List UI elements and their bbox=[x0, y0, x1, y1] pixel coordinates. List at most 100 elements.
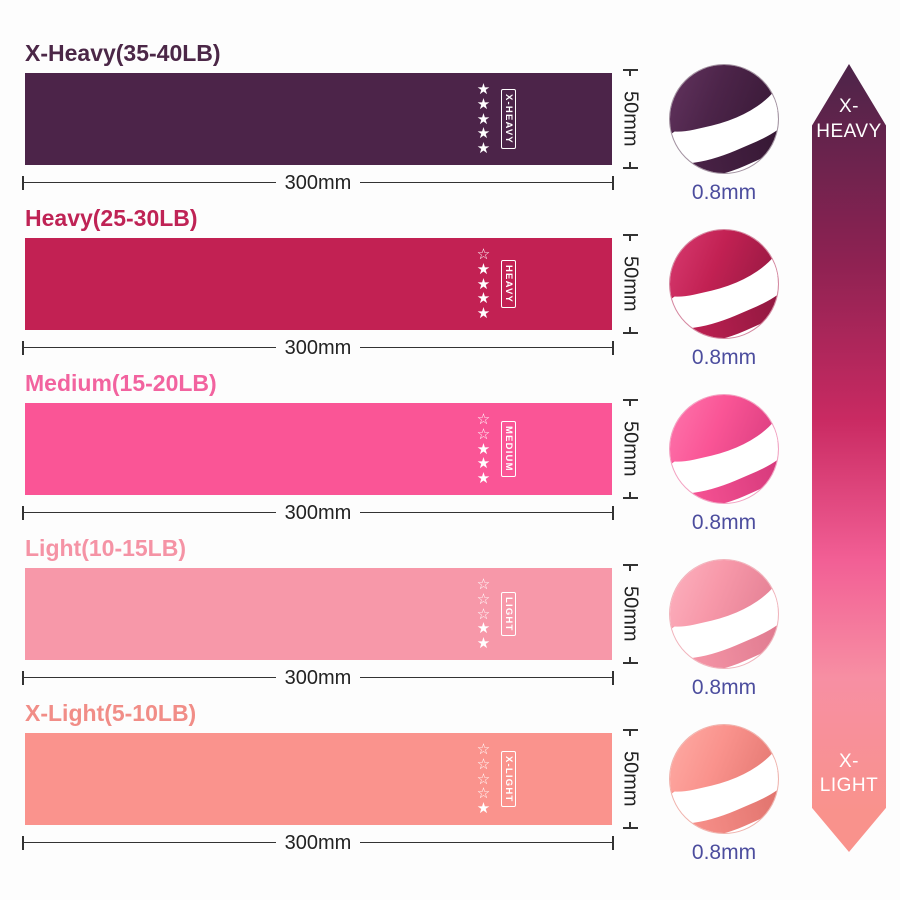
band-name-tag: LIGHT bbox=[501, 591, 516, 637]
band-title: Heavy(25-30LB) bbox=[25, 205, 198, 231]
width-dimension: 300mm bbox=[22, 171, 615, 194]
level-arrow: X-HEAVY X-LIGHT bbox=[812, 64, 886, 852]
height-label: 50mm bbox=[619, 91, 642, 147]
tick-mark bbox=[622, 167, 638, 169]
tick-mark bbox=[612, 175, 615, 190]
tick-mark bbox=[22, 670, 24, 685]
height-label: 50mm bbox=[619, 421, 642, 477]
tick-stem bbox=[629, 162, 631, 167]
tick-mark bbox=[622, 332, 638, 334]
star-rating: ☆☆☆★★ bbox=[476, 575, 491, 653]
tick-stem bbox=[629, 822, 631, 827]
tick-stem bbox=[629, 492, 631, 497]
tick-mark bbox=[622, 234, 638, 236]
band-fold-closeup bbox=[669, 229, 779, 339]
width-label: 300mm bbox=[284, 831, 352, 854]
band-name-tag: MEDIUM bbox=[501, 421, 516, 477]
thickness-label: 0.8mm bbox=[691, 676, 757, 699]
thickness-label: 0.8mm bbox=[691, 181, 757, 204]
tick-mark bbox=[622, 662, 638, 664]
band-name-tag: X-LIGHT bbox=[501, 750, 516, 808]
band-title: Medium(15-20LB) bbox=[25, 370, 217, 396]
tick-mark bbox=[622, 827, 638, 829]
dimension-line bbox=[24, 346, 276, 349]
tick-mark bbox=[612, 670, 615, 685]
width-dimension: 300mm bbox=[22, 336, 615, 359]
resistance-band-bar: ★★★★★ X-HEAVY bbox=[25, 73, 612, 165]
arrow-bottom-label: X-LIGHT bbox=[819, 750, 879, 797]
tick-stem bbox=[629, 236, 631, 241]
band-title: X-Heavy(35-40LB) bbox=[25, 40, 221, 66]
tick-mark bbox=[622, 729, 638, 731]
tick-mark bbox=[22, 175, 24, 190]
tick-stem bbox=[629, 327, 631, 332]
tick-mark bbox=[22, 835, 24, 850]
width-label: 300mm bbox=[284, 336, 352, 359]
band-fold-closeup bbox=[669, 64, 779, 174]
tick-mark bbox=[622, 564, 638, 566]
star-rating: ☆☆★★★ bbox=[476, 410, 491, 488]
thickness-label: 0.8mm bbox=[691, 511, 757, 534]
dimension-line bbox=[360, 676, 613, 679]
tick-mark bbox=[622, 69, 638, 71]
height-dimension: 50mm bbox=[619, 69, 642, 169]
thickness-label: 0.8mm bbox=[691, 346, 757, 369]
dimension-line bbox=[24, 676, 276, 679]
band-name-tag: HEAVY bbox=[501, 259, 516, 309]
dimension-line bbox=[24, 511, 276, 514]
band-marking: ☆☆★★★ MEDIUM bbox=[474, 403, 516, 495]
dimension-line bbox=[360, 346, 613, 349]
width-label: 300mm bbox=[284, 501, 352, 524]
tick-stem bbox=[629, 71, 631, 76]
tick-stem bbox=[629, 657, 631, 662]
dimension-line bbox=[24, 841, 276, 844]
tick-mark bbox=[22, 505, 24, 520]
height-dimension: 50mm bbox=[619, 234, 642, 334]
band-title: Light(10-15LB) bbox=[25, 535, 186, 561]
band-marking: ☆☆☆☆★ X-LIGHT bbox=[474, 733, 516, 825]
thickness-label: 0.8mm bbox=[691, 841, 757, 864]
resistance-band-bar: ☆★★★★ HEAVY bbox=[25, 238, 612, 330]
tick-mark bbox=[622, 399, 638, 401]
band-marking: ☆☆☆★★ LIGHT bbox=[474, 568, 516, 660]
star-rating: ☆☆☆☆★ bbox=[476, 740, 491, 818]
resistance-band-bar: ☆☆☆★★ LIGHT bbox=[25, 568, 612, 660]
arrow-top-label: X-HEAVY bbox=[816, 96, 882, 142]
tick-mark bbox=[612, 340, 615, 355]
band-marking: ☆★★★★ HEAVY bbox=[474, 238, 516, 330]
height-label: 50mm bbox=[619, 586, 642, 642]
band-fold-closeup bbox=[669, 724, 779, 834]
thickness-detail: 0.8mm bbox=[669, 724, 779, 865]
resistance-band-bar: ☆☆☆☆★ X-LIGHT bbox=[25, 733, 612, 825]
band-marking: ★★★★★ X-HEAVY bbox=[474, 73, 516, 165]
thickness-detail: 0.8mm bbox=[669, 394, 779, 535]
thickness-detail: 0.8mm bbox=[669, 229, 779, 370]
resistance-band-bar: ☆☆★★★ MEDIUM bbox=[25, 403, 612, 495]
dimension-line bbox=[360, 511, 613, 514]
width-dimension: 300mm bbox=[22, 501, 615, 524]
star-rating: ★★★★★ bbox=[476, 80, 491, 158]
width-label: 300mm bbox=[284, 171, 352, 194]
tick-mark bbox=[622, 497, 638, 499]
tick-mark bbox=[612, 835, 615, 850]
tick-stem bbox=[629, 401, 631, 406]
height-dimension: 50mm bbox=[619, 564, 642, 664]
tick-mark bbox=[612, 505, 615, 520]
tick-stem bbox=[629, 731, 631, 736]
band-title: X-Light(5-10LB) bbox=[25, 700, 197, 726]
height-label: 50mm bbox=[619, 751, 642, 807]
height-label: 50mm bbox=[619, 256, 642, 312]
width-dimension: 300mm bbox=[22, 831, 615, 854]
thickness-detail: 0.8mm bbox=[669, 559, 779, 700]
band-fold-closeup bbox=[669, 394, 779, 504]
dimension-line bbox=[360, 841, 613, 844]
dimension-line bbox=[24, 181, 276, 184]
dimension-line bbox=[360, 181, 613, 184]
tick-stem bbox=[629, 566, 631, 571]
height-dimension: 50mm bbox=[619, 729, 642, 829]
band-name-tag: X-HEAVY bbox=[501, 89, 516, 149]
thickness-detail: 0.8mm bbox=[669, 64, 779, 205]
width-dimension: 300mm bbox=[22, 666, 615, 689]
width-label: 300mm bbox=[284, 666, 352, 689]
